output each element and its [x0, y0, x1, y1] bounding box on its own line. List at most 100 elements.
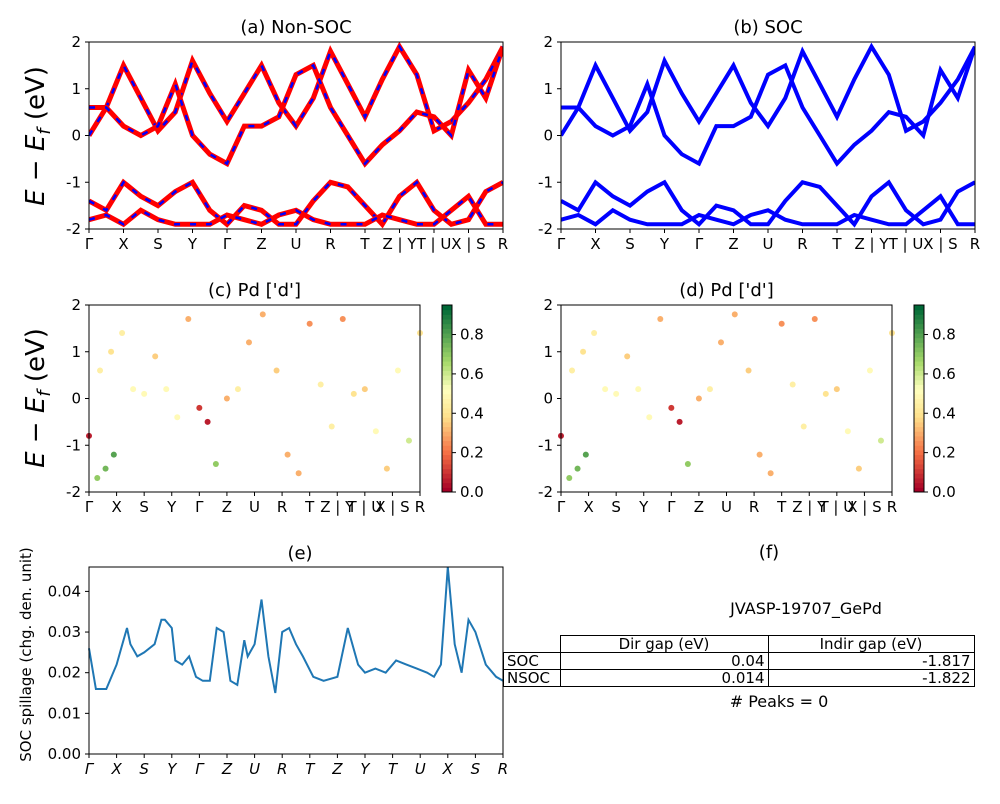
x-tick-label: R	[415, 498, 425, 516]
y-tick-label: -1	[538, 436, 553, 454]
scatter-point	[811, 316, 818, 323]
y-tick-label: 0	[543, 127, 553, 145]
scatter-point	[350, 390, 357, 397]
colorbar-segment	[914, 398, 924, 404]
table-caption: JVASP-19707_GePd	[729, 599, 882, 619]
colorbar-segment	[914, 319, 924, 325]
colorbar-segment	[442, 333, 452, 339]
x-tick-label: R	[498, 235, 508, 253]
y-axis-label: SOC spillage (chg. den. unit)	[17, 547, 35, 762]
scatter-point	[745, 367, 752, 374]
colorbar-segment	[442, 342, 452, 348]
colorbar-segment	[914, 482, 924, 488]
x-tick-label: T	[776, 498, 787, 516]
x-tick-label: Y	[167, 760, 178, 778]
x-tick-label: X	[118, 235, 128, 253]
colorbar-segment	[914, 412, 924, 418]
gap-table: Dir gap (eV) Indir gap (eV) SOC 0.04 -1.…	[503, 635, 975, 687]
scatter-point	[866, 367, 873, 374]
scatter-point	[130, 386, 137, 393]
scatter-point	[844, 428, 851, 435]
y-tick-label: 2	[71, 296, 81, 314]
x-tick-label: Z	[221, 760, 233, 778]
colorbar-segment	[442, 361, 452, 367]
colorbar-segment	[442, 365, 452, 371]
colorbar-segment	[442, 449, 452, 456]
colorbar-segment	[914, 468, 924, 474]
x-tick-label: T	[305, 760, 316, 778]
x-tick-label: Y	[659, 235, 670, 253]
panel-title: (f)	[759, 542, 779, 563]
table-header-indir-gap: Indir gap (eV)	[767, 635, 975, 653]
scatter-point	[223, 395, 230, 402]
x-tick-label: Γ	[195, 498, 204, 516]
x-tick-label: Z | Y	[382, 235, 417, 253]
y-tick-label: 1	[71, 343, 81, 361]
colorbar-segment	[442, 347, 452, 353]
colorbar-segment	[914, 477, 924, 484]
colorbar-segment	[442, 468, 452, 474]
scatter-point	[591, 330, 598, 337]
colorbar-segment	[914, 445, 924, 451]
band-line-dashed	[89, 44, 503, 137]
x-tick-label: Z | Y	[854, 235, 889, 253]
x-tick-label: R	[498, 760, 508, 778]
scatter-point	[152, 353, 159, 360]
x-tick-label: R	[887, 498, 897, 516]
x-tick-label: T | U	[416, 235, 452, 253]
y-tick-label: -2	[538, 220, 553, 238]
colorbar-segment	[442, 440, 452, 446]
scatter-point	[372, 428, 379, 435]
scatter-point	[706, 386, 713, 393]
scatter-point	[800, 423, 807, 430]
scatter-point	[684, 460, 691, 467]
x-tick-label: Γ	[557, 498, 566, 516]
colorbar-segment	[914, 487, 924, 493]
x-tick-label: X | S	[847, 498, 881, 516]
colorbar-tick-label: 0.2	[460, 444, 484, 462]
colorbar-segment	[442, 459, 452, 465]
y-tick-label: -1	[66, 173, 81, 191]
table-cell: -1.817	[767, 652, 975, 670]
scatter-point	[174, 414, 181, 421]
scatter-point	[574, 465, 581, 472]
scatter-point	[94, 474, 101, 481]
scatter-point	[613, 390, 620, 397]
scatter-point	[361, 386, 368, 393]
colorbar-segment	[914, 305, 924, 311]
colorbar-segment	[914, 365, 924, 371]
x-tick-label: T	[304, 498, 315, 516]
scatter-point	[163, 386, 170, 393]
scatter-point	[119, 330, 126, 337]
y-tick-label: 0.01	[48, 704, 81, 722]
scatter-point	[877, 437, 884, 444]
table-row: NSOC 0.014 -1.822	[503, 669, 975, 687]
x-tick-label: T	[831, 235, 842, 253]
colorbar-tick-label: 0.2	[932, 444, 956, 462]
band-line-dashed	[89, 180, 503, 227]
scatter-point	[110, 451, 117, 458]
scatter-point	[102, 465, 109, 472]
scatter-point	[259, 311, 266, 318]
scatter-point	[731, 311, 738, 318]
colorbar-segment	[914, 407, 924, 414]
scatter-point	[245, 339, 252, 346]
scatter-point	[717, 339, 724, 346]
band-line	[89, 45, 503, 168]
x-tick-label: Z	[728, 235, 738, 253]
x-tick-label: T | U	[888, 235, 924, 253]
x-tick-label: Z	[694, 498, 704, 516]
colorbar-segment	[914, 309, 924, 315]
scatter-point	[789, 381, 796, 388]
y-tick-label: -2	[66, 483, 81, 501]
band-line-dashed	[89, 194, 503, 226]
colorbar-segment	[442, 393, 452, 399]
x-tick-label: X	[110, 760, 122, 778]
colorbar-segment	[914, 449, 924, 456]
x-tick-label: Γ	[85, 498, 94, 516]
colorbar-segment	[914, 384, 924, 390]
colorbar-segment	[914, 421, 924, 428]
axes-frame	[88, 566, 504, 755]
scatter-point	[569, 367, 576, 374]
colorbar-segment	[914, 347, 924, 353]
